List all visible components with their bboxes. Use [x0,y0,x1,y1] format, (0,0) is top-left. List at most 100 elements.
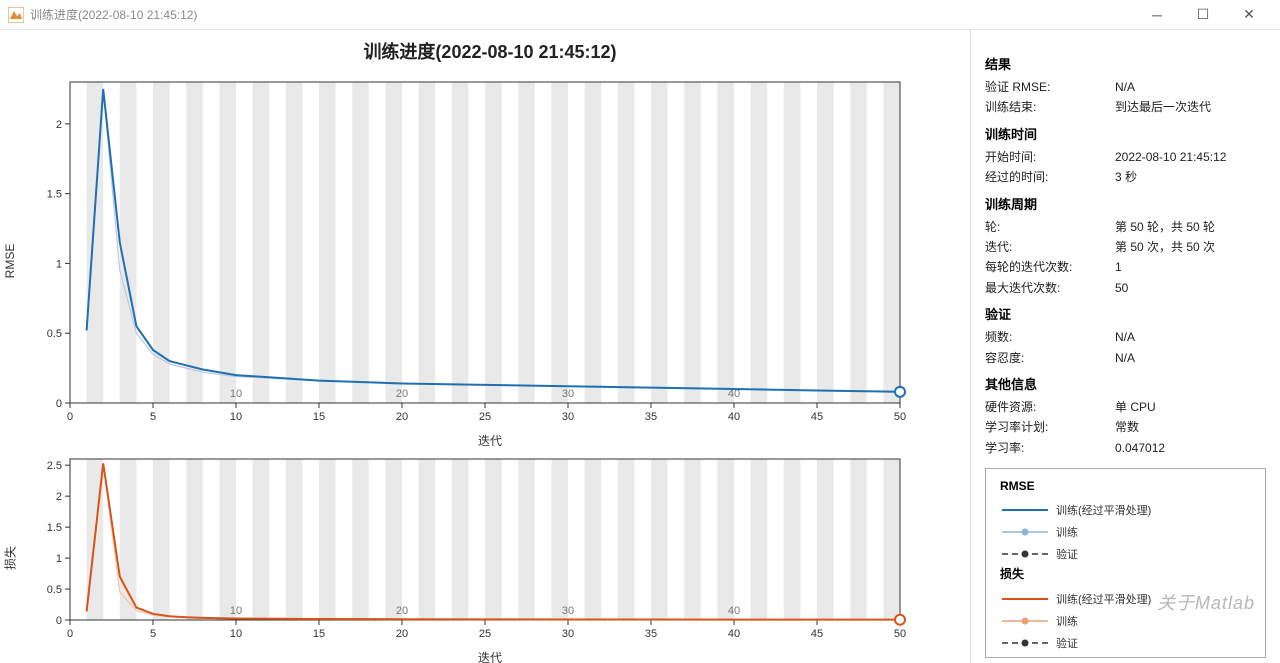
window-title: 训练进度(2022-08-10 21:45:12) [30,6,197,23]
minimize-button[interactable]: ─ [1134,0,1180,30]
info-key: 经过的时间: [985,167,1115,187]
info-value: 常数 [1115,417,1266,437]
rmse-chart: RMSE 00.511.5205101520253035404550102030… [30,72,950,449]
main-title: 训练进度(2022-08-10 21:45:12) [30,38,950,64]
svg-text:2: 2 [56,119,62,131]
svg-text:45: 45 [811,628,823,640]
legend-section-title: 损失 [1000,565,1251,582]
info-row: 容忍度:N/A [985,348,1266,368]
svg-text:35: 35 [645,628,657,640]
legend-label: 训练 [1056,613,1078,629]
info-value: 第 50 轮，共 50 轮 [1115,217,1266,237]
legend-label: 训练(经过平滑处理) [1056,502,1151,518]
other-title: 其他信息 [985,374,1266,393]
legend-block: RMSE训练(经过平滑处理)训练验证损失训练(经过平滑处理)训练验证 关于Mat… [985,468,1266,658]
svg-text:5: 5 [150,628,156,640]
svg-text:5: 5 [150,411,156,423]
info-row: 最大迭代次数:50 [985,278,1266,298]
svg-text:1.5: 1.5 [47,189,62,201]
info-value: 到达最后一次迭代 [1115,97,1266,117]
app-window: 训练进度(2022-08-10 21:45:12) ─ ☐ ✕ 训练进度(202… [0,0,1280,663]
svg-text:1: 1 [56,258,62,270]
legend-label: 训练 [1056,524,1078,540]
info-row: 训练结束:到达最后一次迭代 [985,97,1266,117]
legend-swatch [1000,521,1050,543]
svg-text:20: 20 [396,628,408,640]
svg-text:30: 30 [562,388,574,400]
maximize-button[interactable]: ☐ [1180,0,1226,30]
legend-section-title: RMSE [1000,479,1251,493]
svg-text:20: 20 [396,388,408,400]
svg-text:10: 10 [230,605,242,617]
left-panel: 训练进度(2022-08-10 21:45:12) RMSE 0 0.5 1 1.5 2… [0,30,970,663]
info-value: 2022-08-10 21:45:12 [1115,147,1266,167]
svg-text:0: 0 [67,411,73,423]
svg-text:25: 25 [479,628,491,640]
legend-swatch [1000,543,1050,565]
legend-item: 验证 [1000,543,1251,565]
svg-text:0.5: 0.5 [47,584,62,596]
legend-label: 验证 [1056,546,1078,562]
legend-swatch [1000,499,1050,521]
svg-text:30: 30 [562,605,574,617]
info-value: 50 [1115,278,1266,298]
svg-text:0: 0 [56,615,62,627]
cycle-title: 训练周期 [985,194,1266,213]
rmse-xlabel: 迭代 [30,432,950,449]
info-row: 频数:N/A [985,327,1266,347]
svg-text:10: 10 [230,628,242,640]
loss-xlabel: 迭代 [30,649,950,663]
info-key: 开始时间: [985,147,1115,167]
info-row: 学习率:0.047012 [985,438,1266,458]
svg-text:20: 20 [396,411,408,423]
info-key: 容忍度: [985,348,1115,368]
svg-text:2: 2 [56,491,62,503]
info-row: 硬件资源:单 CPU [985,397,1266,417]
legend-item: 训练 [1000,521,1251,543]
info-key: 学习率计划: [985,417,1115,437]
info-value: 第 50 次，共 50 次 [1115,237,1266,257]
results-title: 结果 [985,54,1266,73]
info-row: 学习率计划:常数 [985,417,1266,437]
loss-chart: 损失 00.511.522.50510152025303540455010203… [30,449,950,663]
svg-text:1.5: 1.5 [47,522,62,534]
legend-label: 训练(经过平滑处理) [1056,591,1151,607]
info-key: 最大迭代次数: [985,278,1115,298]
legend-item: 训练(经过平滑处理) [1000,499,1251,521]
info-value: 1 [1115,257,1266,277]
svg-text:20: 20 [396,605,408,617]
info-key: 频数: [985,327,1115,347]
info-key: 硬件资源: [985,397,1115,417]
info-value: 3 秒 [1115,167,1266,187]
close-button[interactable]: ✕ [1226,0,1272,30]
svg-text:0: 0 [67,628,73,640]
info-row: 迭代:第 50 次，共 50 次 [985,237,1266,257]
info-value: N/A [1115,348,1266,368]
info-value: 0.047012 [1115,438,1266,458]
titlebar: 训练进度(2022-08-10 21:45:12) ─ ☐ ✕ [0,0,1280,30]
svg-text:15: 15 [313,628,325,640]
loss-ylabel: 损失 [2,545,19,569]
svg-text:25: 25 [479,411,491,423]
info-row: 轮:第 50 轮，共 50 轮 [985,217,1266,237]
svg-text:0: 0 [56,398,62,410]
info-key: 学习率: [985,438,1115,458]
svg-text:1: 1 [56,553,62,565]
svg-text:30: 30 [562,411,574,423]
legend-swatch [1000,610,1050,632]
svg-text:30: 30 [562,628,574,640]
info-row: 每轮的迭代次数:1 [985,257,1266,277]
svg-text:40: 40 [728,411,740,423]
info-row: 开始时间:2022-08-10 21:45:12 [985,147,1266,167]
watermark: 关于Matlab [1157,589,1255,615]
svg-text:2.5: 2.5 [47,460,62,472]
svg-text:10: 10 [230,388,242,400]
legend-swatch [1000,632,1050,654]
svg-text:10: 10 [230,411,242,423]
time-title: 训练时间 [985,124,1266,143]
svg-text:15: 15 [313,411,325,423]
legend-item: 验证 [1000,632,1251,654]
rmse-ylabel: RMSE [3,243,17,278]
info-value: N/A [1115,327,1266,347]
right-panel: 结果验证 RMSE:N/A训练结束:到达最后一次迭代训练时间开始时间:2022-… [970,30,1280,663]
